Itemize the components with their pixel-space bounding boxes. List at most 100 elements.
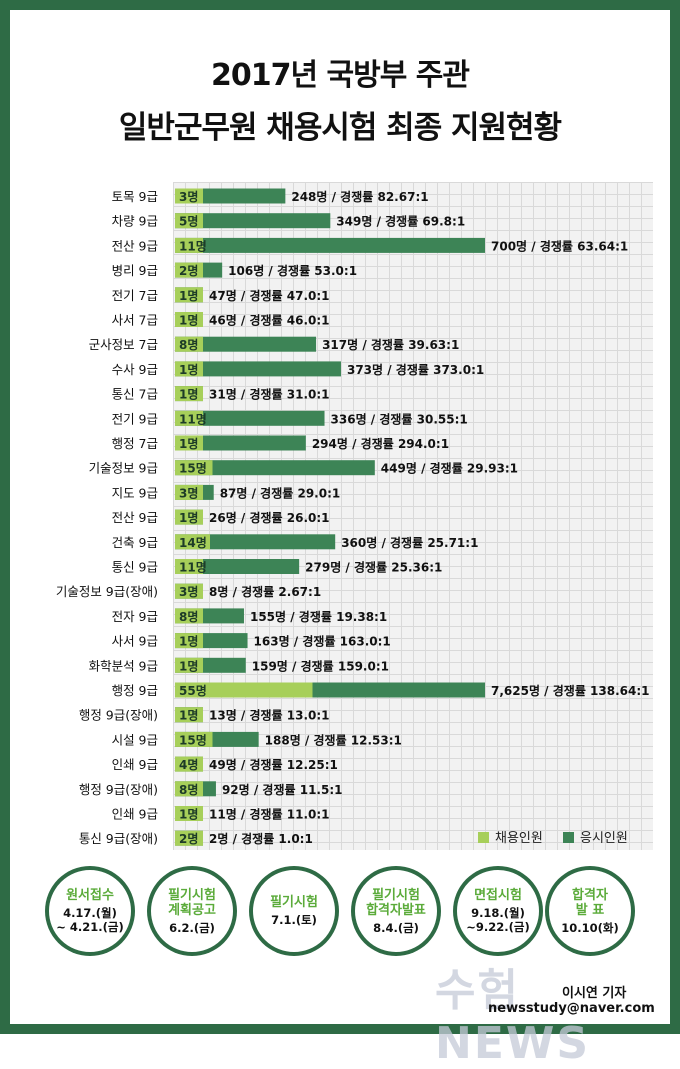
value-label: 106명 / 경쟁률 53.0:1 xyxy=(228,263,357,278)
hire-bar xyxy=(175,806,203,821)
value-label: 87명 / 경쟁률 29.0:1 xyxy=(220,485,341,500)
step-application-circle: 원서접수 4.17.(월) ~ 4.21.(금) xyxy=(49,870,131,952)
category-label: 통신 9급(장애) xyxy=(79,831,158,846)
category-label: 군사정보 7급 xyxy=(89,337,158,352)
hire-bar xyxy=(175,657,203,673)
category-label: 통신 9급 xyxy=(112,560,158,575)
value-label: 373명 / 경쟁률 373.0:1 xyxy=(347,362,484,377)
bar-chart: 3명 248명 / 경쟁률 82.67:1 5명 349명 / 경쟁률 69.8:1 1… xyxy=(175,188,650,846)
hire-bar xyxy=(175,361,203,377)
value-label: 92명 / 경쟁률 11.5:1 xyxy=(222,782,343,797)
category-label: 전자 9급 xyxy=(112,609,158,624)
hire-label: 55명 xyxy=(179,684,207,698)
hire-label: 1명 xyxy=(179,709,198,723)
category-label: 행정 9급 xyxy=(112,683,158,698)
reporter-email: newsstudy@naver.com xyxy=(488,1001,655,1016)
category-label: 차량 9급 xyxy=(112,214,158,229)
hire-bar xyxy=(175,287,203,303)
category-label: 사서 9급 xyxy=(112,634,158,649)
hire-bar xyxy=(175,213,203,229)
step-written-exam: 필기시험 7.1.(토) xyxy=(249,866,339,956)
hire-label: 14명 xyxy=(179,536,207,550)
value-label: 188명 / 경쟁률 12.53:1 xyxy=(265,732,402,747)
category-label: 전산 9급 xyxy=(112,510,158,525)
step-date: 8.4.(금) xyxy=(373,920,419,935)
hire-label: 15명 xyxy=(179,462,207,476)
step-date: 6.2.(금) xyxy=(169,920,215,935)
hire-label: 1명 xyxy=(179,363,198,377)
value-label: 13명 / 경쟁률 13.0:1 xyxy=(209,708,330,723)
reporter-name: 이시연 기자 xyxy=(562,986,627,1001)
hire-bar xyxy=(175,830,203,846)
hire-label: 2명 xyxy=(179,832,198,846)
value-label: 155명 / 경쟁률 19.38:1 xyxy=(250,609,387,624)
hire-bar xyxy=(175,781,203,797)
step-interview-circle: 면접시험 9.18.(월) ~9.22.(금) xyxy=(457,870,539,952)
hire-label: 1명 xyxy=(179,437,198,451)
hire-label: 1명 xyxy=(179,511,198,525)
value-label: 2명 / 경쟁률 1.0:1 xyxy=(209,831,313,846)
hire-bar xyxy=(175,608,203,624)
category-label: 건축 9급 xyxy=(112,535,158,550)
hire-label: 1명 xyxy=(179,659,198,673)
hire-label: 11명 xyxy=(179,561,207,575)
step-written-result: 필기시험 합격자발표 8.4.(금) xyxy=(351,866,441,956)
category-label: 수사 9급 xyxy=(112,362,158,377)
step-title: 필기시험 xyxy=(270,895,318,910)
value-label: 248명 / 경쟁률 82.67:1 xyxy=(291,189,428,204)
legend-applicant: 응시인원 xyxy=(563,827,628,846)
hire-label: 1명 xyxy=(179,808,198,822)
step-final-result: 합격자 발 표 10.10(화) xyxy=(545,866,635,956)
value-label: 349명 / 경쟁률 69.8:1 xyxy=(336,214,465,229)
applicant-bar xyxy=(175,213,331,229)
category-label: 인쇄 9급 xyxy=(112,807,158,822)
hire-bar xyxy=(175,386,203,402)
hire-bar xyxy=(175,484,203,500)
applicant-bar xyxy=(175,410,325,426)
hire-label: 1명 xyxy=(179,289,198,303)
hire-bar xyxy=(175,262,203,278)
category-label: 기술정보 9급(장애) xyxy=(56,584,158,599)
step-title: 합격자 발 표 xyxy=(572,887,608,918)
step-date: 10.10(화) xyxy=(561,920,619,935)
step-title: 필기시험 계획공고 xyxy=(168,887,216,918)
category-label: 전기 9급 xyxy=(112,411,158,426)
applicant-bar xyxy=(175,559,300,574)
hire-bar xyxy=(175,731,213,747)
legend-hire-label: 채용인원 xyxy=(495,831,543,846)
step-title: 필기시험 합격자발표 xyxy=(366,887,426,918)
step-written-notice-circle: 필기시험 계획공고 6.2.(금) xyxy=(151,870,233,952)
applicant-bar xyxy=(175,534,336,550)
hire-label: 5명 xyxy=(179,215,198,229)
hire-label: 1명 xyxy=(179,388,198,402)
hire-label: 8명 xyxy=(179,610,198,624)
step-date: 4.17.(월) ~ 4.21.(금) xyxy=(56,906,124,934)
hire-label: 1명 xyxy=(179,635,198,649)
category-label: 전산 9급 xyxy=(112,238,158,253)
applicant-bar xyxy=(175,336,317,352)
hire-label: 8명 xyxy=(179,783,198,797)
hire-bar xyxy=(175,336,203,352)
applicant-bar xyxy=(175,460,375,476)
chart-plot-area: 3명 248명 / 경쟁률 82.67:1 5명 349명 / 경쟁률 69.8:1 1… xyxy=(173,182,653,850)
title-line-2: 일반군무원 채용시험 최종 지원현황 xyxy=(118,110,562,146)
value-label: 449명 / 경쟁률 29.93:1 xyxy=(381,461,518,476)
legend-applicant-swatch xyxy=(563,832,574,843)
category-label: 전기 7급 xyxy=(112,288,158,303)
value-label: 294명 / 경쟁률 294.0:1 xyxy=(312,436,449,451)
hire-bar xyxy=(175,435,203,451)
value-label: 46명 / 경쟁률 46.0:1 xyxy=(209,313,330,328)
applicant-bar xyxy=(175,361,341,377)
title-line-1: 2017년 국방부 주관 xyxy=(211,58,470,93)
value-label: 317명 / 경쟁률 39.63:1 xyxy=(322,337,459,352)
value-label: 8명 / 경쟁률 2.67:1 xyxy=(209,584,321,599)
category-label: 인쇄 9급 xyxy=(112,757,158,772)
hire-bar xyxy=(175,460,213,476)
hire-label: 1명 xyxy=(179,314,198,328)
value-label: 159명 / 경쟁률 159.0:1 xyxy=(252,658,389,673)
hire-label: 8명 xyxy=(179,338,198,352)
hire-label: 2명 xyxy=(179,264,198,278)
value-label: 31명 / 경쟁률 31.0:1 xyxy=(209,387,330,402)
hire-bar xyxy=(175,559,203,574)
